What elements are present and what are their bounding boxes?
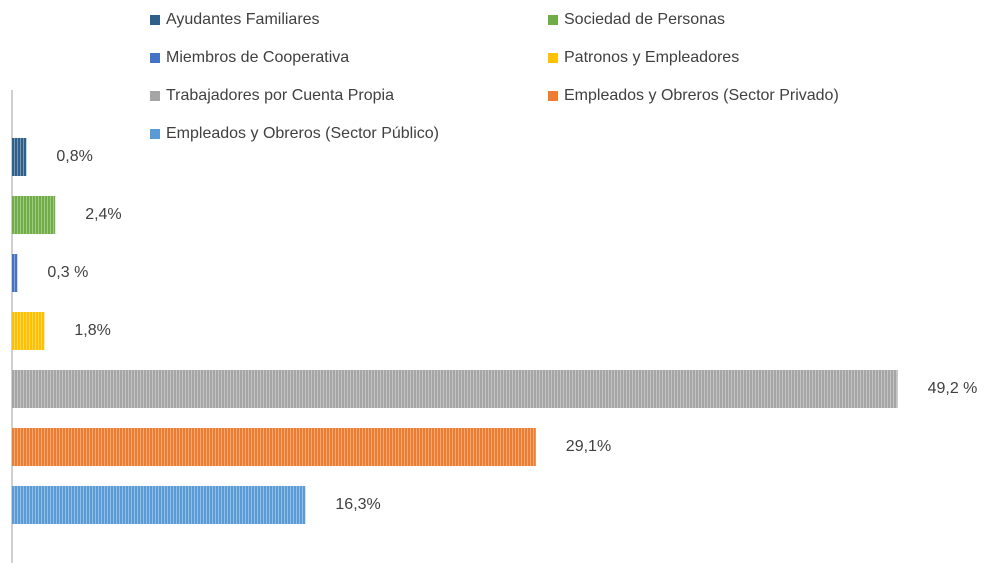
- legend-swatch: [150, 53, 160, 63]
- data-label: 0,8%: [56, 148, 92, 165]
- legend-label: Empleados y Obreros (Sector Público): [166, 125, 439, 142]
- legend-label: Sociedad de Personas: [564, 11, 725, 28]
- legend-label: Trabajadores por Cuenta Propia: [166, 87, 394, 104]
- legend-swatch: [548, 15, 558, 25]
- legend-label: Ayudantes Familiares: [166, 11, 320, 28]
- legend-label: Miembros de Cooperativa: [166, 49, 349, 66]
- legend-swatch: [548, 91, 558, 101]
- bar: [12, 312, 45, 350]
- data-label: 29,1%: [566, 438, 611, 455]
- data-label: 49,2 %: [928, 380, 978, 397]
- data-label: 0,3 %: [47, 264, 88, 281]
- data-label: 2,4%: [85, 206, 121, 223]
- legend-swatch: [150, 91, 160, 101]
- legend-label: Patronos y Empleadores: [564, 49, 739, 66]
- bar: [12, 428, 536, 466]
- legend-swatch: [548, 53, 558, 63]
- legend-label: Empleados y Obreros (Sector Privado): [564, 87, 839, 104]
- legend-swatch: [150, 15, 160, 25]
- bar: [12, 370, 898, 408]
- bar: [12, 138, 27, 176]
- data-label: 1,8%: [74, 322, 110, 339]
- bar: [12, 486, 306, 524]
- legend-swatch: [150, 129, 160, 139]
- bar: [12, 254, 18, 292]
- bar: [12, 196, 56, 234]
- data-label: 16,3%: [335, 496, 380, 513]
